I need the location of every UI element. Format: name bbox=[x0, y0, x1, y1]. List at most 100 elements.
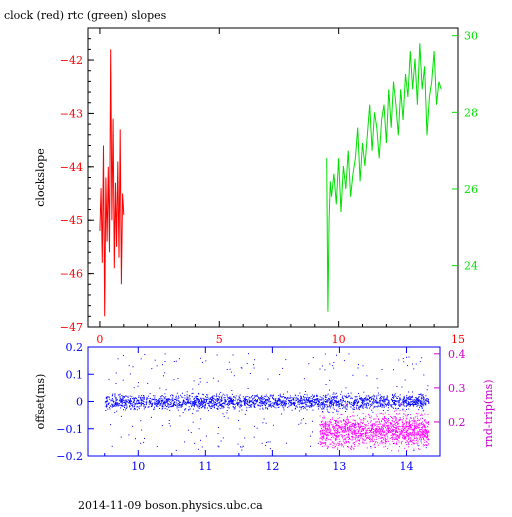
data-point bbox=[405, 398, 407, 400]
data-point bbox=[248, 400, 250, 402]
data-point bbox=[279, 401, 281, 403]
data-point bbox=[333, 437, 335, 439]
data-point-outlier bbox=[108, 378, 110, 380]
data-point bbox=[379, 402, 381, 404]
data-point bbox=[106, 406, 107, 408]
data-point bbox=[400, 399, 402, 401]
data-point bbox=[122, 401, 124, 403]
data-point bbox=[203, 399, 205, 401]
data-point bbox=[352, 432, 353, 434]
data-point bbox=[304, 394, 306, 395]
data-point-outlier bbox=[381, 369, 383, 370]
data-point bbox=[385, 403, 387, 405]
data-point bbox=[169, 404, 171, 406]
data-point-outlier bbox=[425, 447, 427, 449]
data-point bbox=[212, 404, 214, 406]
data-point-outlier bbox=[312, 357, 314, 359]
data-point-outlier bbox=[300, 422, 302, 424]
data-point bbox=[416, 427, 418, 429]
data-point bbox=[405, 406, 407, 407]
data-point-outlier bbox=[398, 359, 400, 361]
data-point bbox=[376, 423, 378, 425]
data-point bbox=[393, 400, 395, 401]
data-point bbox=[259, 397, 261, 399]
data-point-outlier bbox=[423, 374, 425, 376]
data-point bbox=[325, 394, 326, 396]
data-point bbox=[260, 405, 262, 407]
data-point bbox=[391, 406, 393, 408]
data-point bbox=[166, 400, 168, 402]
data-point bbox=[329, 401, 331, 403]
data-point bbox=[380, 436, 382, 438]
data-point bbox=[175, 396, 177, 398]
data-point bbox=[371, 441, 373, 443]
data-point bbox=[196, 400, 198, 402]
data-point bbox=[268, 401, 270, 403]
data-point bbox=[376, 438, 377, 440]
data-point bbox=[284, 402, 285, 404]
data-point bbox=[310, 406, 312, 408]
data-point bbox=[402, 432, 404, 434]
data-point bbox=[358, 401, 360, 403]
data-point bbox=[316, 399, 318, 401]
data-point bbox=[355, 430, 357, 432]
data-point bbox=[357, 425, 359, 427]
data-point bbox=[325, 422, 327, 424]
data-point bbox=[124, 404, 126, 406]
data-point bbox=[338, 401, 339, 403]
data-point-outlier bbox=[192, 421, 194, 423]
data-point bbox=[322, 397, 324, 399]
data-point bbox=[338, 444, 340, 446]
data-point bbox=[362, 400, 364, 402]
data-point bbox=[159, 398, 161, 400]
data-point bbox=[364, 397, 366, 399]
data-point bbox=[216, 398, 218, 400]
data-point bbox=[291, 397, 293, 399]
data-point bbox=[323, 434, 325, 436]
data-point-outlier bbox=[206, 381, 208, 383]
data-point-outlier bbox=[342, 419, 344, 421]
data-point-outlier bbox=[383, 441, 385, 443]
data-point bbox=[427, 435, 429, 437]
data-point bbox=[186, 399, 188, 401]
data-point bbox=[239, 397, 241, 399]
data-point bbox=[403, 438, 405, 440]
data-point-outlier bbox=[244, 413, 246, 415]
bottom-y-tick-label: 0 bbox=[76, 396, 83, 409]
data-point bbox=[407, 430, 409, 432]
data-point bbox=[335, 392, 337, 394]
data-point bbox=[168, 404, 170, 406]
data-point bbox=[372, 431, 374, 433]
data-point bbox=[255, 402, 257, 404]
data-point bbox=[354, 437, 356, 439]
data-point bbox=[408, 396, 410, 398]
data-point bbox=[176, 404, 178, 406]
data-point bbox=[349, 438, 351, 440]
data-point bbox=[164, 403, 166, 405]
data-point bbox=[383, 432, 385, 433]
data-point bbox=[124, 401, 126, 403]
data-point bbox=[417, 442, 419, 444]
data-point bbox=[385, 417, 387, 419]
data-point bbox=[421, 427, 423, 428]
data-point bbox=[373, 423, 375, 425]
data-point bbox=[375, 432, 377, 434]
data-point bbox=[326, 404, 328, 406]
data-point bbox=[387, 426, 389, 428]
data-point bbox=[426, 398, 428, 400]
data-point bbox=[267, 407, 268, 409]
data-point bbox=[411, 420, 413, 421]
data-point bbox=[325, 401, 326, 402]
data-point bbox=[318, 401, 320, 403]
data-point-outlier bbox=[115, 383, 117, 384]
data-point-outlier bbox=[329, 443, 331, 445]
data-point bbox=[198, 400, 200, 402]
data-point bbox=[364, 436, 366, 438]
data-point bbox=[325, 399, 327, 401]
data-point bbox=[154, 406, 155, 408]
data-point bbox=[323, 430, 325, 431]
data-point bbox=[281, 403, 283, 405]
data-point bbox=[421, 424, 423, 426]
data-point bbox=[143, 399, 145, 400]
data-point bbox=[406, 421, 408, 423]
